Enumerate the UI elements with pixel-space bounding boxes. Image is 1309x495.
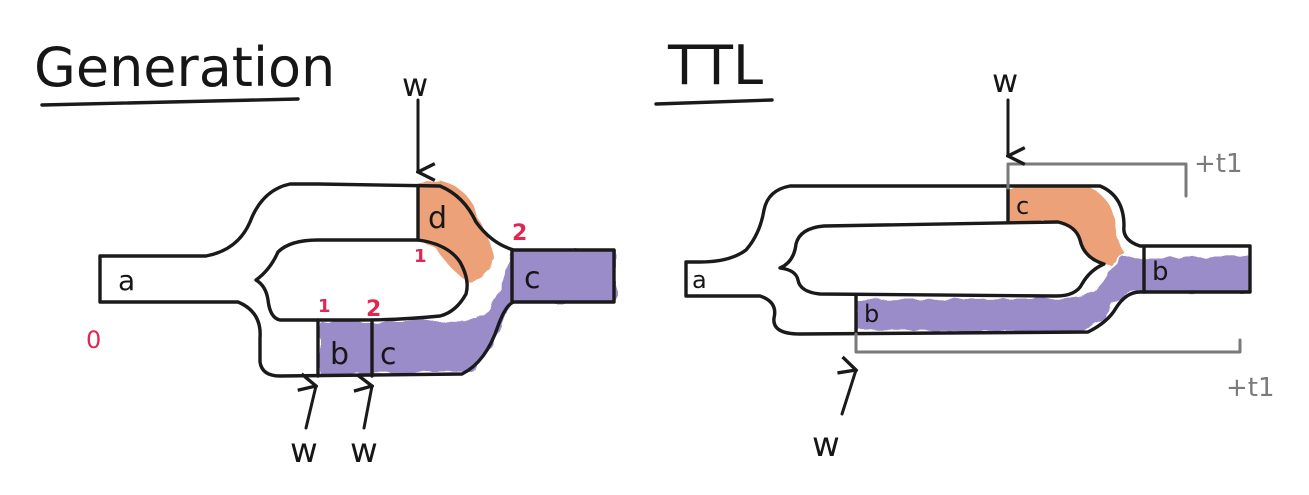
generation-purple-region [320, 250, 616, 374]
ttl-writer-top: w [992, 62, 1018, 100]
ttl-arrow-bottom [842, 370, 856, 416]
generation-number-lower-c: 2 [366, 297, 381, 322]
ttl-purple-region [856, 256, 1250, 332]
generation-diagram: Generation a b c c d 0 1 2 1 2 w [34, 36, 616, 471]
generation-writer-bottom-left: w [290, 431, 318, 471]
generation-writer-top: w [402, 66, 428, 104]
ttl-title-underline [654, 98, 774, 106]
generation-number-origin: 0 [86, 326, 101, 354]
generation-label-a: a [118, 264, 135, 297]
ttl-channel-inner [778, 220, 1106, 298]
ttl-label-lower-ttl: +t1 [1226, 373, 1275, 403]
generation-arrow-bottom-right [364, 386, 372, 430]
ttl-label-b-lower: b [864, 300, 879, 328]
generation-orange-region [418, 180, 496, 282]
ttl-channel-outer [684, 184, 1252, 336]
generation-label-d: d [428, 201, 447, 236]
ttl-writer-bottom: w [812, 425, 840, 465]
ttl-title: TTL [667, 34, 763, 97]
generation-channel-inner [254, 238, 469, 322]
generation-number-upper-d: 1 [414, 246, 427, 267]
generation-number-outlet: 2 [512, 221, 527, 246]
generation-arrow-bottom-left [306, 386, 316, 430]
ttl-label-upper-ttl: +t1 [1194, 149, 1243, 179]
ttl-label-c: c [1016, 192, 1029, 220]
generation-channel-outer [98, 182, 616, 378]
generation-writer-bottom-right: w [350, 431, 378, 471]
ttl-diagram: TTL a c b b +t1 +t1 w w [654, 34, 1275, 465]
generation-label-b: b [330, 337, 349, 372]
ttl-orange-region [1008, 186, 1126, 266]
generation-number-lower-b: 1 [318, 296, 331, 317]
generation-label-c-outlet: c [524, 261, 541, 296]
ttl-bracket-upper [1006, 162, 1188, 198]
generation-title: Generation [34, 36, 335, 99]
generation-title-underline [40, 97, 300, 107]
ttl-label-a: a [692, 266, 707, 294]
ttl-bracket-lower [854, 332, 1242, 354]
ttl-label-b-outlet: b [1152, 257, 1169, 287]
generation-label-c-lower: c [380, 337, 397, 372]
